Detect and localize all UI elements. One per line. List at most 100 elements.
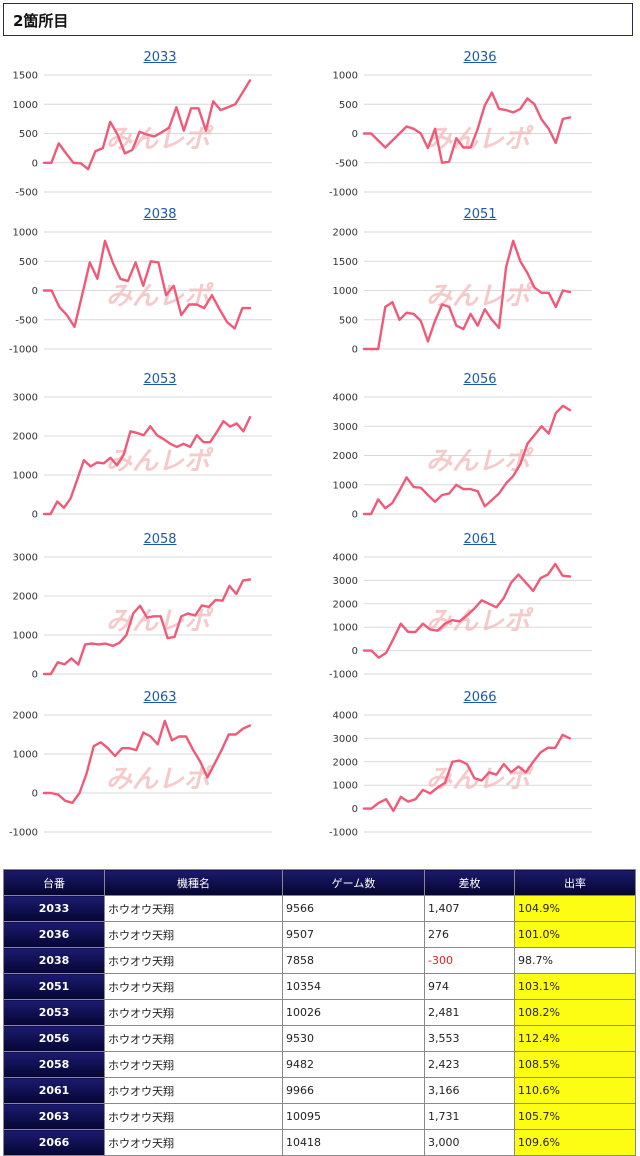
chart-title-link[interactable]: 2036 (463, 50, 497, 65)
table-row: 2038 ホウオウ天翔 7858 -300 98.7% (3, 947, 636, 974)
col-header-id: 台番 (3, 869, 105, 896)
chart-svg: 2000 1500 1000 500 0 みんレポ (333, 228, 592, 356)
watermark-logo: みんレポ (426, 447, 534, 477)
y-tick-label: -1000 (329, 828, 358, 839)
series-line (362, 404, 572, 516)
cell-machine-name: ホウオウ天翔 (104, 999, 283, 1026)
y-tick-label: 2000 (333, 451, 358, 462)
cell-id[interactable]: 2036 (3, 921, 105, 948)
y-tick-label: 0 (352, 129, 358, 140)
y-tick-label: 1000 (13, 471, 38, 482)
table-row: 2061 ホウオウ天翔 9966 3,166 110.6% (3, 1077, 636, 1104)
chart-2066: 2066 4000 3000 2000 1000 0 -1000 みんレポ (320, 690, 640, 855)
y-tick-label: 500 (339, 315, 358, 326)
cell-games: 10354 (282, 973, 425, 1000)
y-tick-label: 0 (32, 670, 38, 681)
watermark-logo: みんレポ (426, 607, 534, 637)
cell-rate: 98.7% (514, 947, 636, 974)
cell-games: 9482 (282, 1051, 425, 1078)
series-line (362, 91, 572, 165)
y-tick-label: 4000 (333, 553, 358, 564)
chart-2056: 2056 4000 3000 2000 1000 0 みんレポ (320, 372, 640, 537)
y-tick-label: 1000 (333, 480, 358, 491)
chart-2036: 2036 1000 500 0 -500 -1000 みんレポ (320, 50, 640, 215)
cell-id[interactable]: 2051 (3, 973, 105, 1000)
cell-id[interactable]: 2056 (3, 1025, 105, 1052)
chart-2051: 2051 2000 1500 1000 500 0 みんレポ (320, 207, 640, 372)
y-tick-label: -1000 (329, 670, 358, 681)
chart-2063: 2063 2000 1000 0 -1000 みんレポ (0, 690, 320, 855)
y-tick-label: -1000 (9, 345, 38, 356)
chart-svg: 3000 2000 1000 0 みんレポ (13, 393, 272, 521)
cell-id[interactable]: 2038 (3, 947, 105, 974)
y-tick-label: 0 (32, 510, 38, 521)
series-line (42, 239, 252, 330)
chart-svg: 1500 1000 500 0 -500 みんレポ (13, 71, 272, 199)
chart-title-link[interactable]: 2058 (143, 532, 177, 547)
chart-title-link[interactable]: 2066 (463, 690, 497, 705)
y-tick-label: 1500 (13, 71, 38, 82)
y-tick-label: 1000 (13, 750, 38, 761)
chart-title-link[interactable]: 2033 (143, 50, 177, 65)
cell-id[interactable]: 2063 (3, 1103, 105, 1130)
chart-title-link[interactable]: 2053 (143, 372, 177, 387)
y-tick-label: 1000 (333, 71, 358, 82)
watermark-logo: みんレポ (106, 125, 214, 155)
cell-rate: 103.1% (514, 973, 636, 1000)
chart-title-link[interactable]: 2063 (143, 690, 177, 705)
table-row: 2058 ホウオウ天翔 9482 2,423 108.5% (3, 1051, 636, 1078)
y-tick-label: 1000 (13, 228, 38, 239)
cell-id[interactable]: 2061 (3, 1077, 105, 1104)
series-line (362, 733, 572, 813)
y-tick-label: 0 (352, 804, 358, 815)
table-row: 2066 ホウオウ天翔 10418 3,000 109.6% (3, 1129, 636, 1156)
chart-title-link[interactable]: 2056 (463, 372, 497, 387)
series-line (362, 562, 572, 659)
series-line (42, 79, 252, 171)
chart-svg: 1000 500 0 -500 -1000 みんレポ (9, 228, 272, 356)
y-tick-label: 0 (32, 158, 38, 169)
y-tick-label: 2000 (333, 228, 358, 239)
col-header-name: 機種名 (104, 869, 283, 896)
y-tick-label: 1500 (333, 257, 358, 268)
chart-title-link[interactable]: 2038 (143, 207, 177, 222)
y-tick-label: 4000 (333, 393, 358, 404)
y-tick-label: 1000 (13, 100, 38, 111)
cell-machine-name: ホウオウ天翔 (104, 1051, 283, 1078)
y-tick-label: -1000 (329, 188, 358, 199)
y-tick-label: 3000 (13, 553, 38, 564)
y-tick-label: 2000 (13, 592, 38, 603)
cell-diff: 276 (424, 921, 515, 948)
table-header-row: 台番 機種名 ゲーム数 差枚 出率 (3, 869, 636, 896)
cell-rate: 108.5% (514, 1051, 636, 1078)
table-row: 2033 ホウオウ天翔 9566 1,407 104.9% (3, 895, 636, 922)
cell-id[interactable]: 2058 (3, 1051, 105, 1078)
cell-diff: 974 (424, 973, 515, 1000)
cell-rate: 101.0% (514, 921, 636, 948)
watermark-logo: みんレポ (106, 282, 214, 312)
cell-rate: 104.9% (514, 895, 636, 922)
cell-rate: 110.6% (514, 1077, 636, 1104)
chart-title-link[interactable]: 2051 (463, 207, 497, 222)
chart-2038: 2038 1000 500 0 -500 -1000 みんレポ (0, 207, 320, 372)
cell-games: 9507 (282, 921, 425, 948)
cell-diff: 3,553 (424, 1025, 515, 1052)
cell-id[interactable]: 2053 (3, 999, 105, 1026)
watermark-logo: みんレポ (426, 282, 534, 312)
cell-id[interactable]: 2033 (3, 895, 105, 922)
y-tick-label: 0 (352, 510, 358, 521)
y-tick-label: 500 (339, 100, 358, 111)
table-row: 2053 ホウオウ天翔 10026 2,481 108.2% (3, 999, 636, 1026)
cell-diff: 2,423 (424, 1051, 515, 1078)
y-tick-label: 2000 (13, 432, 38, 443)
series-line (42, 578, 252, 676)
cell-machine-name: ホウオウ天翔 (104, 895, 283, 922)
chart-title-link[interactable]: 2061 (463, 532, 497, 547)
cell-diff: 3,166 (424, 1077, 515, 1104)
y-tick-label: 0 (352, 345, 358, 356)
cell-machine-name: ホウオウ天翔 (104, 947, 283, 974)
col-header-diff: 差枚 (424, 869, 515, 896)
cell-id[interactable]: 2066 (3, 1129, 105, 1156)
